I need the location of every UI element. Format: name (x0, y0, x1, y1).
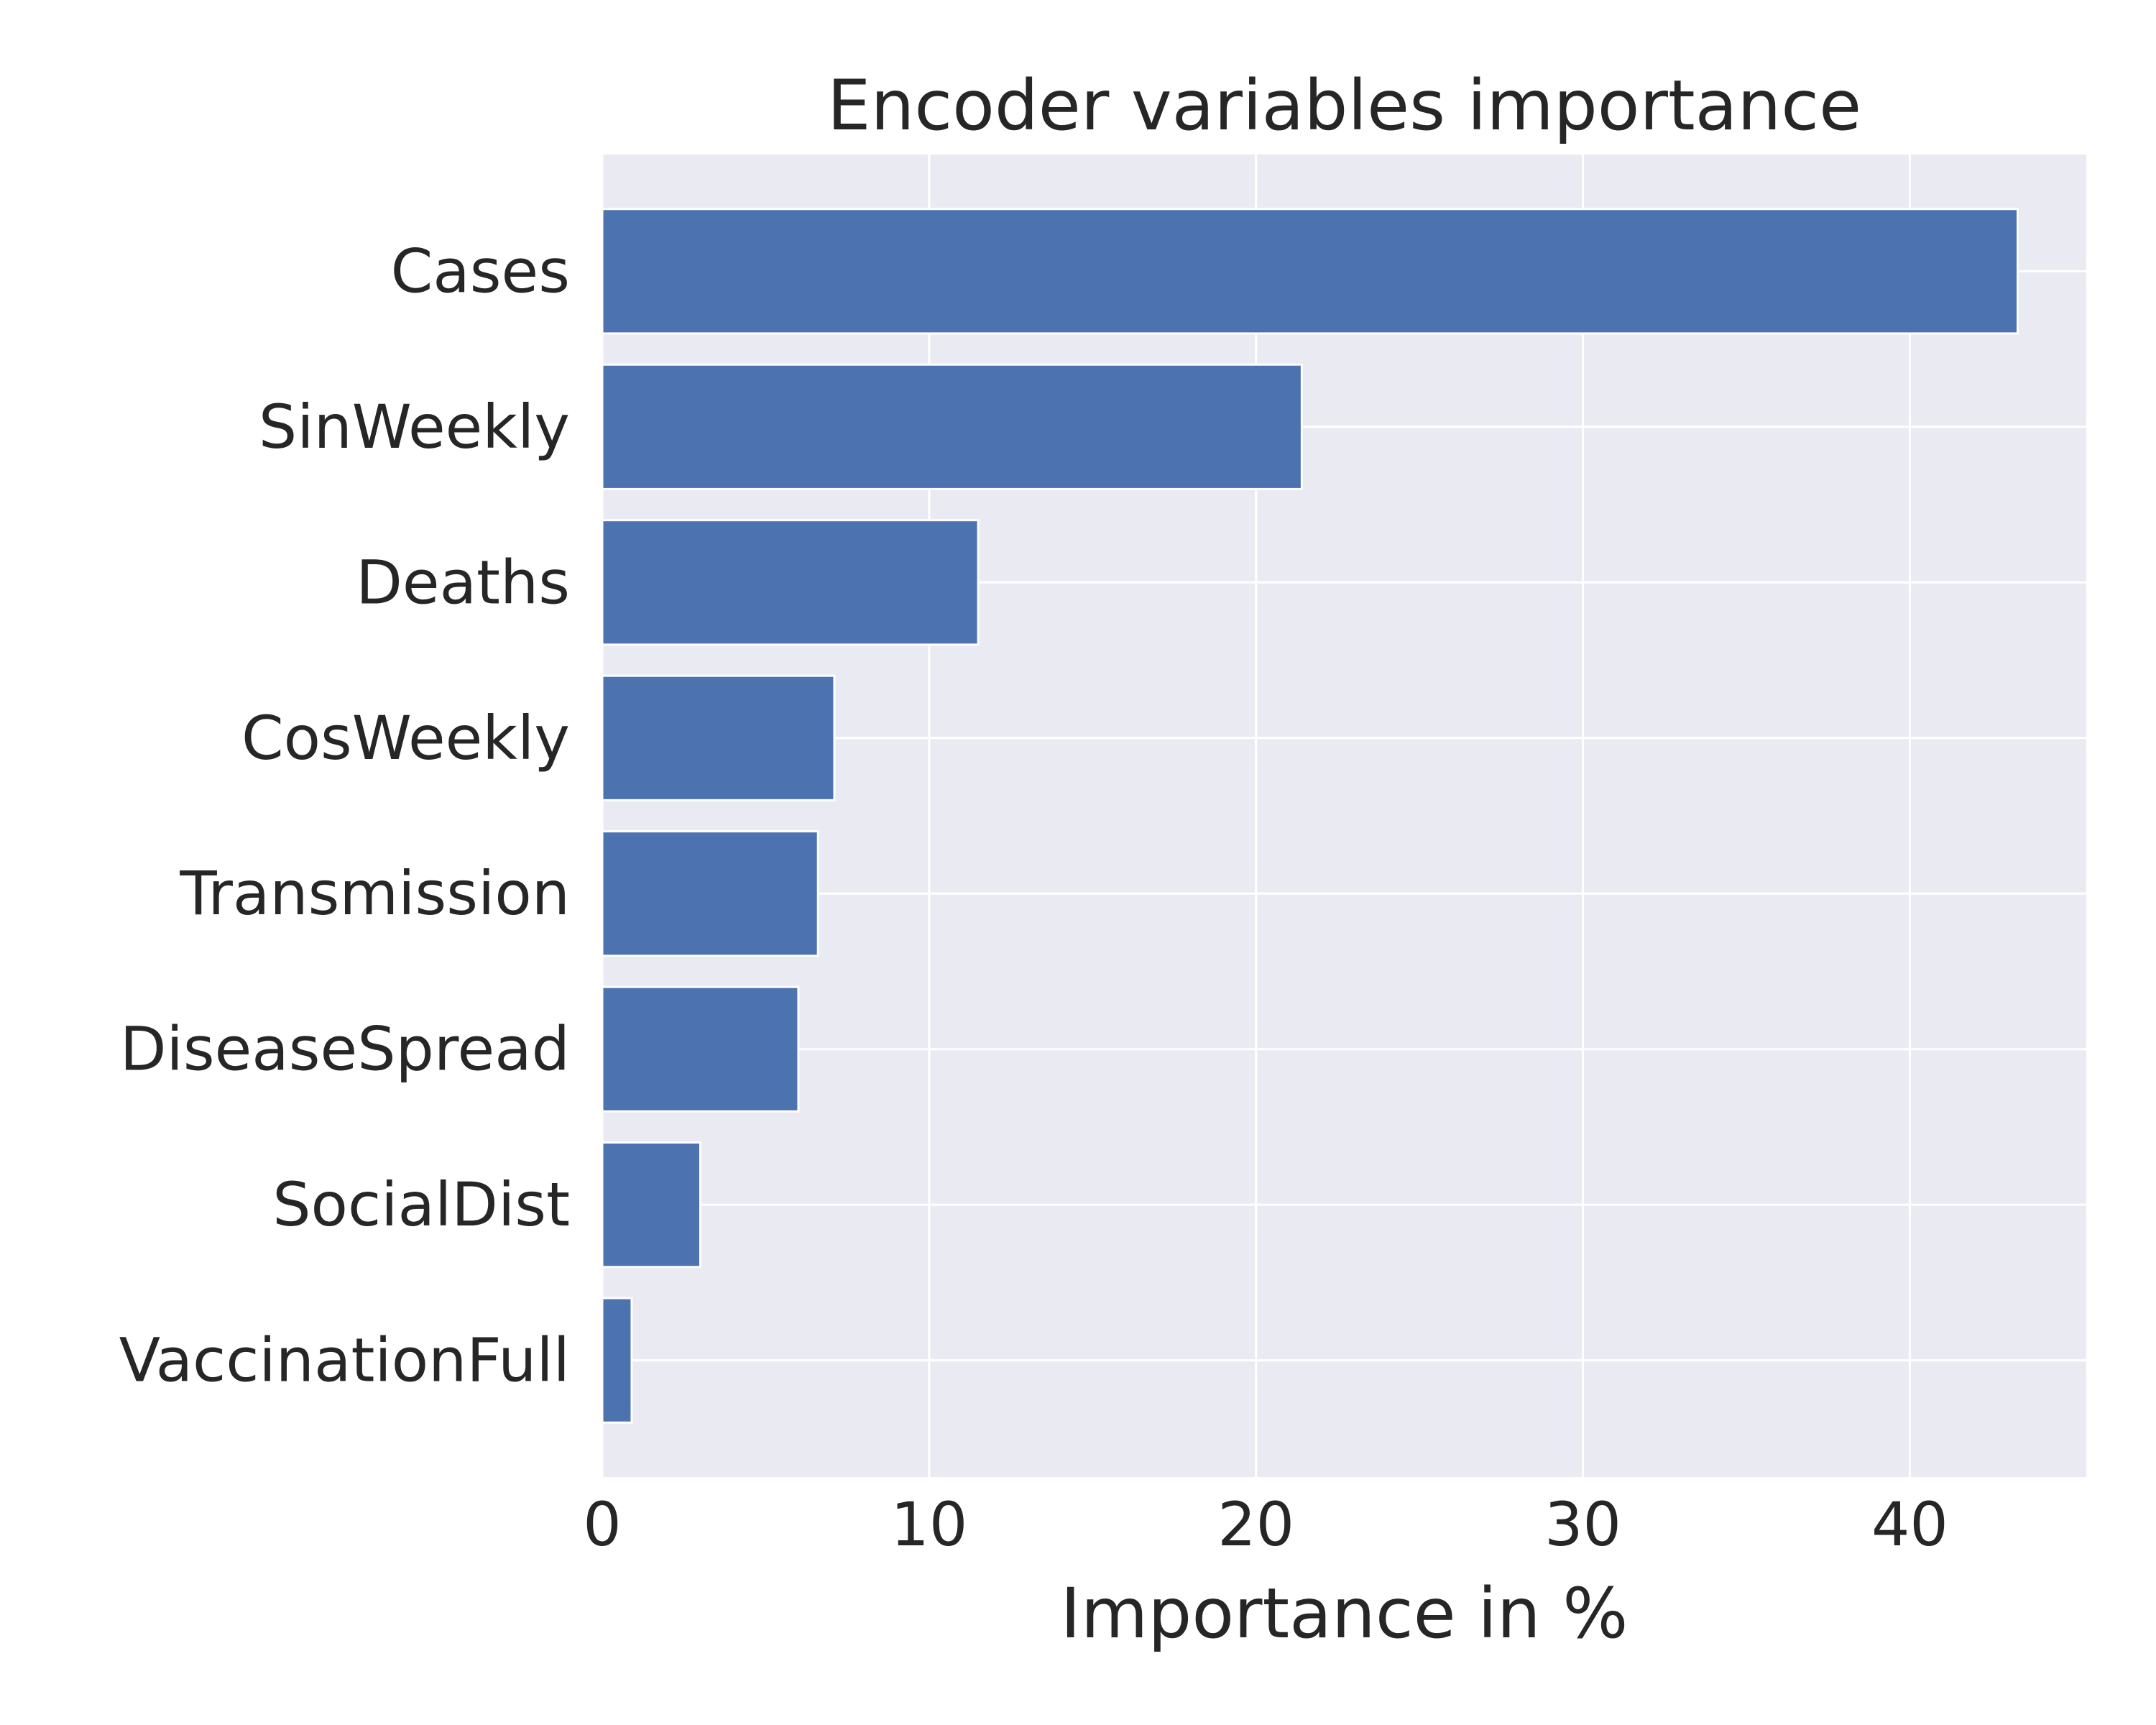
category-label: Transmission (179, 858, 570, 929)
category-labels: Cases SinWeekly Deaths CosWeekly Transmissio… (119, 236, 570, 1395)
x-tick-label: 30 (1544, 1489, 1621, 1560)
category-label: VaccinationFull (119, 1325, 570, 1396)
bar-socialdist (601, 1141, 701, 1269)
bar-transmission (601, 830, 819, 957)
x-tick-label: 10 (890, 1489, 967, 1560)
bar-cases (601, 208, 2019, 335)
x-tick-labels: 0 10 20 30 40 (583, 1489, 1948, 1560)
x-tick-label: 40 (1871, 1489, 1948, 1560)
category-label: CosWeekly (241, 703, 570, 773)
bar-cosweekly (601, 674, 836, 801)
bar-vaccinationfull (601, 1297, 633, 1424)
x-axis-title: Importance in % (1061, 1573, 1628, 1654)
x-tick-label: 20 (1217, 1489, 1294, 1560)
category-label: Deaths (356, 547, 570, 617)
category-label: SocialDist (272, 1169, 570, 1240)
bars (601, 208, 2019, 1424)
bar-sinweekly (601, 363, 1303, 490)
category-label: DiseaseSpread (120, 1014, 570, 1085)
chart-title: Encoder variables importance (827, 65, 1861, 146)
plot-area (602, 155, 2086, 1477)
x-tick-label: 0 (583, 1489, 621, 1560)
category-label: SinWeekly (259, 392, 570, 462)
bar-diseasespread (601, 985, 800, 1113)
category-label: Cases (391, 236, 570, 306)
bar-deaths (601, 519, 980, 646)
